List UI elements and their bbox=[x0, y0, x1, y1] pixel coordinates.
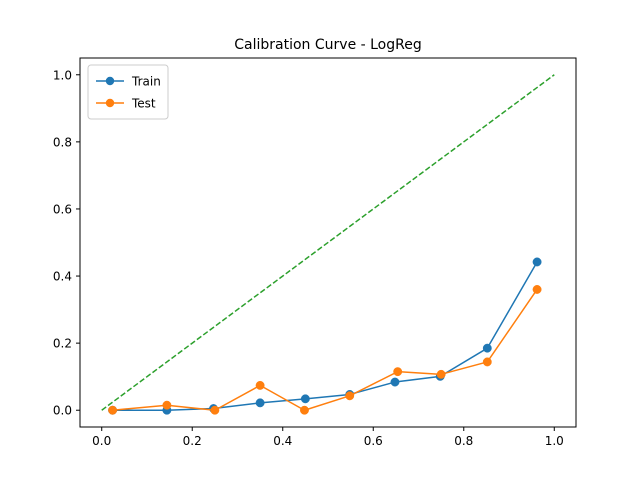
legend-entry-test: Test bbox=[96, 97, 156, 111]
train-point bbox=[532, 257, 542, 267]
train-point bbox=[255, 398, 265, 408]
test-point bbox=[393, 367, 403, 377]
x-tick-label: 0.0 bbox=[92, 434, 111, 448]
series-test bbox=[108, 285, 542, 415]
x-tick-label: 0.4 bbox=[273, 434, 292, 448]
test-point bbox=[345, 391, 355, 401]
x-tick-label: 0.6 bbox=[364, 434, 383, 448]
y-tick-label: 0.4 bbox=[53, 270, 72, 284]
y-tick-label: 0.8 bbox=[53, 135, 72, 149]
test-point bbox=[210, 405, 220, 415]
axes-layer: 0.0 0.2 0.4 0.6 0.8 1.0 0.0 0.2 0.4 0.6 0.8 1.0 bbox=[53, 57, 577, 448]
legend-entry-train: Train bbox=[96, 75, 161, 89]
train-point bbox=[390, 377, 400, 387]
axes-frame bbox=[79, 57, 577, 428]
series-reference-diagonal bbox=[101, 74, 555, 411]
reference-line bbox=[101, 74, 555, 411]
y-tick-label: 0.0 bbox=[53, 404, 72, 418]
legend-marker bbox=[105, 76, 115, 86]
x-tick-label: 0.2 bbox=[183, 434, 202, 448]
legend-label: Train bbox=[131, 75, 161, 89]
legend-label: Test bbox=[131, 97, 156, 111]
test-point bbox=[162, 400, 172, 410]
legend-marker bbox=[105, 98, 115, 108]
legend-box bbox=[87, 64, 169, 120]
chart-legend: Train Test bbox=[87, 64, 169, 120]
test-point bbox=[532, 285, 542, 294]
test-line bbox=[112, 289, 538, 411]
test-point bbox=[108, 405, 118, 415]
y-tick-label: 0.2 bbox=[53, 337, 72, 351]
test-point bbox=[436, 369, 446, 379]
test-point bbox=[482, 357, 492, 367]
chart-title: Calibration Curve - LogReg bbox=[234, 37, 421, 53]
test-point bbox=[255, 380, 265, 390]
test-point bbox=[300, 405, 309, 415]
x-tick-label: 0.8 bbox=[454, 434, 473, 448]
x-tick-label: 1.0 bbox=[545, 434, 564, 448]
series-layer bbox=[101, 74, 555, 415]
y-tick-label: 0.6 bbox=[53, 202, 72, 216]
train-line bbox=[112, 261, 538, 411]
train-point bbox=[300, 394, 310, 404]
y-tick-label: 1.0 bbox=[53, 68, 72, 82]
train-point bbox=[482, 343, 492, 353]
